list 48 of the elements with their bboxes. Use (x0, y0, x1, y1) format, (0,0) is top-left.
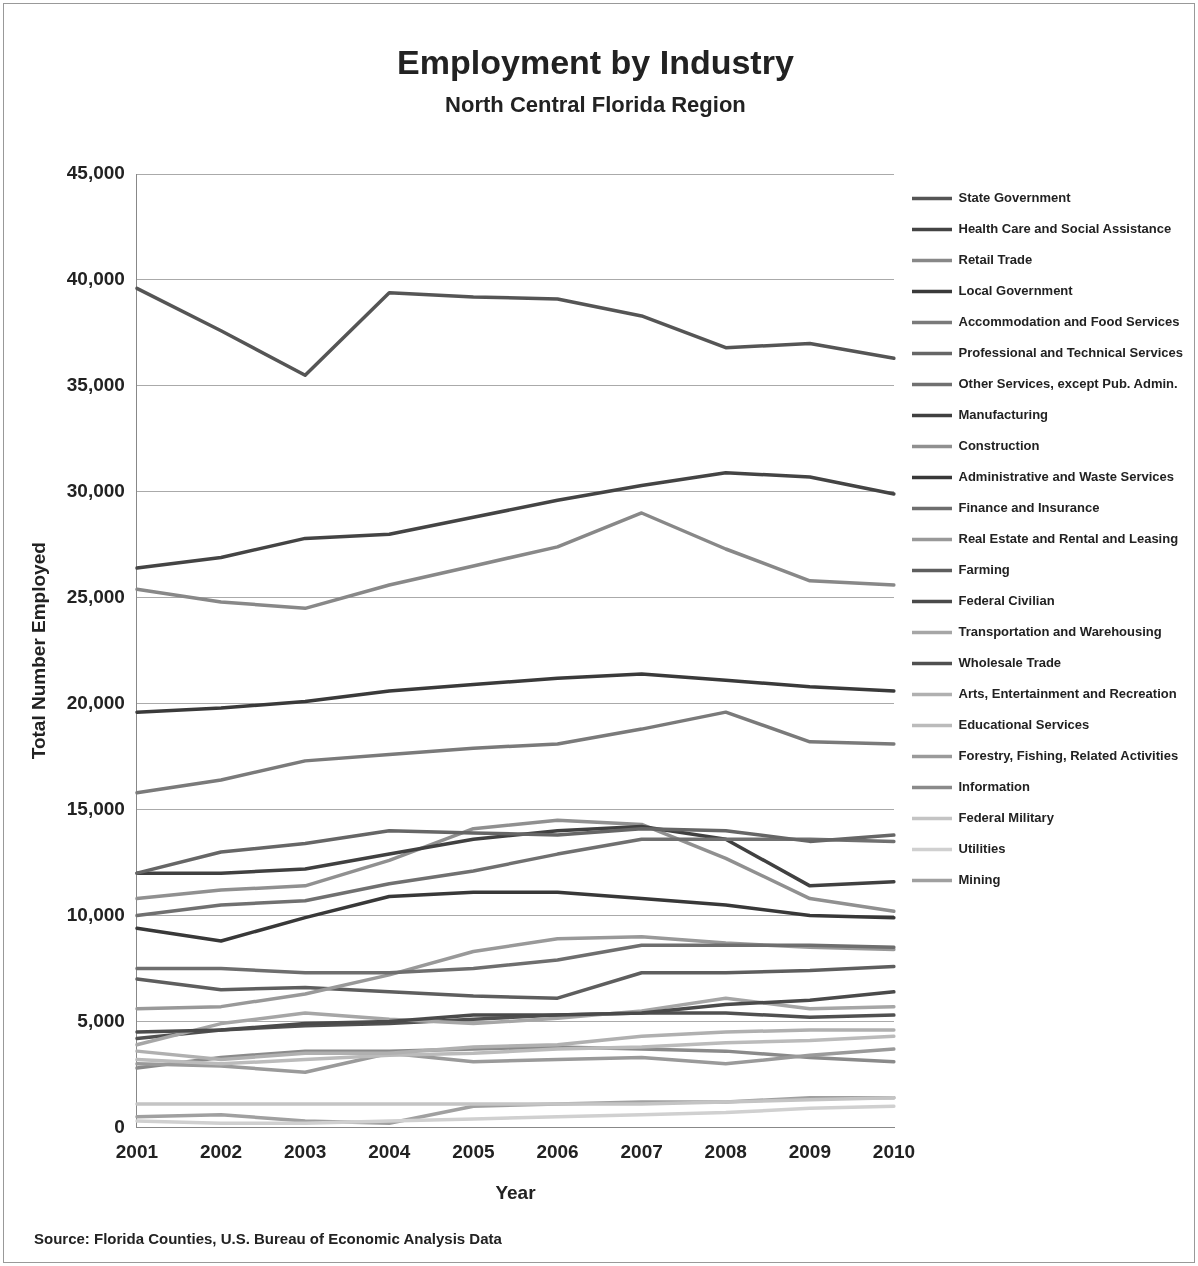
legend-label: Mining (958, 872, 1001, 888)
legend-label: Utilities (958, 841, 1006, 857)
legend-label: Arts, Entertainment and Recreation (958, 686, 1177, 702)
y-tick-label: 15,000 (66, 797, 125, 819)
y-tick-label: 35,000 (66, 374, 125, 396)
y-tick-label: 10,000 (66, 903, 125, 925)
y-tick-label: 25,000 (66, 585, 125, 607)
legend-label: Health Care and Social Assistance (958, 221, 1172, 237)
x-axis-title: Year (495, 1181, 537, 1203)
legend-label: Real Estate and Rental and Leasing (958, 531, 1179, 547)
y-tick-label: 5,000 (77, 1009, 125, 1031)
y-axis-title: Total Number Employed (27, 542, 49, 760)
y-tick-label: 45,000 (66, 162, 125, 184)
x-tick-label: 2008 (704, 1141, 747, 1163)
x-tick-label: 2002 (199, 1141, 243, 1163)
legend-label: Retail Trade (958, 252, 1033, 268)
legend-label: Accommodation and Food Services (958, 314, 1180, 330)
legend-label: Federal Military (958, 810, 1055, 826)
legend-label: Farming (958, 562, 1010, 578)
legend-label: Professional and Technical Services (958, 345, 1183, 361)
x-tick-label: 2007 (620, 1141, 663, 1163)
x-tick-label: 2005 (452, 1141, 495, 1163)
legend-label: Wholesale Trade (958, 655, 1062, 671)
legend-label: Forestry, Fishing, Related Activities (958, 748, 1179, 764)
legend-label: Information (958, 779, 1031, 795)
x-tick-label: 2003 (284, 1141, 327, 1163)
x-tick-label: 2010 (872, 1141, 916, 1163)
legend-label: State Government (958, 190, 1072, 206)
x-tick-label: 2001 (115, 1141, 159, 1163)
y-tick-label: 20,000 (66, 691, 125, 713)
legend-label: Transportation and Warehousing (958, 624, 1162, 640)
chart-title: Employment by Industry (397, 43, 794, 81)
chart-subtitle: North Central Florida Region (445, 92, 746, 117)
legend-label: Local Government (958, 283, 1074, 299)
legend-label: Educational Services (958, 717, 1090, 733)
y-tick-label: 30,000 (66, 480, 125, 502)
legend-label: Federal Civilian (958, 593, 1055, 609)
y-tick-label: 40,000 (66, 268, 125, 290)
legend-label: Administrative and Waste Services (958, 469, 1175, 485)
legend-label: Other Services, except Pub. Admin. (958, 376, 1178, 392)
x-tick-label: 2009 (788, 1141, 832, 1163)
x-tick-label: 2004 (368, 1141, 411, 1163)
source-note: Source: Florida Counties, U.S. Bureau of Economic Analysis Data (34, 1230, 502, 1247)
x-tick-label: 2006 (536, 1141, 579, 1163)
y-tick-label: 0 (114, 1115, 125, 1137)
legend-label: Finance and Insurance (958, 500, 1100, 516)
legend-label: Construction (958, 438, 1040, 454)
legend-label: Manufacturing (958, 407, 1049, 423)
